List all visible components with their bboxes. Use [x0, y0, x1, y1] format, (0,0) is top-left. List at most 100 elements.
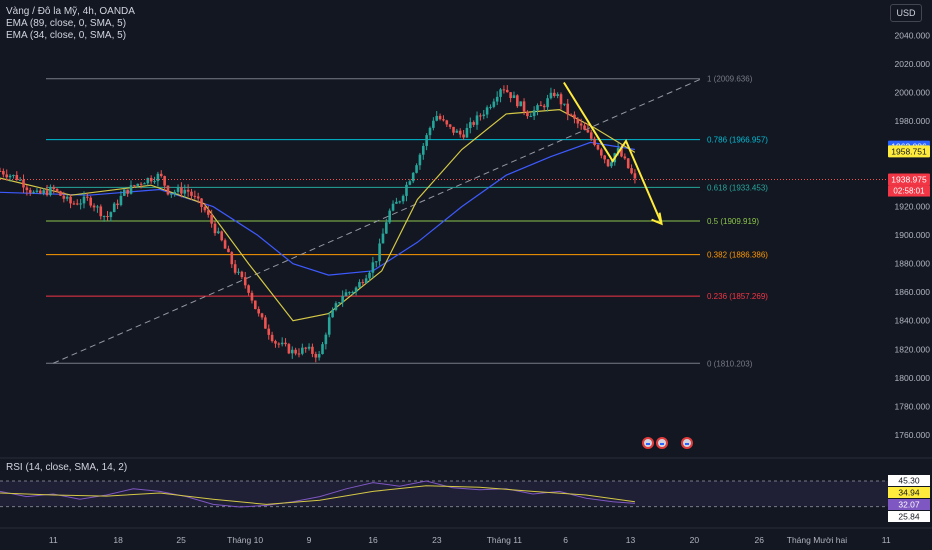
candle-body	[425, 135, 428, 146]
candle-body	[411, 172, 415, 182]
us-flag-event-icon[interactable]	[681, 437, 693, 449]
candle-body	[448, 124, 452, 127]
candle-body	[512, 95, 516, 99]
candle-body	[489, 106, 492, 108]
ema-89-legend[interactable]: EMA (89, close, 0, SMA, 5)	[6, 18, 127, 29]
candle-body	[274, 341, 277, 344]
candle-body	[344, 292, 348, 297]
candle-body	[458, 130, 462, 135]
rsi-legend[interactable]: RSI (14, close, SMA, 14, 2)	[6, 462, 128, 473]
fib-level-label: 0.5 (1909.919)	[707, 217, 759, 226]
y-tick-label: 1780.000	[895, 401, 931, 411]
candle-body	[230, 252, 234, 265]
candle-body	[469, 122, 472, 129]
candle-body	[603, 155, 606, 160]
rsi-value-label	[888, 499, 930, 510]
candle-body	[334, 303, 338, 310]
us-flag-event-icon[interactable]	[656, 437, 668, 449]
y-tick-label: 1820.000	[895, 344, 931, 354]
currency-button[interactable]: USD	[890, 4, 922, 22]
candle-body	[566, 103, 570, 115]
candle-body	[361, 282, 365, 284]
candle-body	[190, 191, 193, 196]
y-tick-label: 1920.000	[895, 202, 931, 212]
candle-body	[294, 349, 297, 354]
candle-body	[583, 125, 586, 130]
candle-body	[49, 187, 52, 196]
candle-body	[264, 317, 267, 329]
candle-body	[250, 292, 254, 301]
candle-body	[307, 346, 311, 349]
countdown-text: 02:58:01	[893, 187, 925, 196]
candle-body	[59, 191, 62, 196]
candle-body	[408, 181, 412, 185]
candle-body	[166, 185, 170, 195]
candle-body	[180, 187, 183, 194]
candle-body	[22, 179, 25, 188]
y-tick-label: 1840.000	[895, 316, 931, 326]
candle-body	[18, 179, 22, 181]
candle-body	[196, 196, 200, 199]
x-tick-label: 13	[626, 535, 636, 545]
candle-body	[442, 119, 445, 121]
x-tick-label: 11	[49, 535, 58, 545]
candle-body	[452, 126, 455, 133]
candle-body	[270, 334, 274, 342]
x-tick-label: 11	[882, 535, 891, 545]
candle-body	[395, 201, 398, 204]
candle-body	[5, 174, 9, 178]
y-tick-label: 1800.000	[895, 373, 931, 383]
symbol-title[interactable]: Vàng / Đô la Mỹ, 4h, OANDA	[6, 6, 135, 17]
candle-body	[381, 233, 385, 244]
candle-body	[620, 148, 623, 157]
y-tick-label: 2000.000	[895, 87, 931, 97]
rsi-value-label	[888, 487, 930, 498]
candle-body	[139, 183, 143, 185]
us-flag-event-icon[interactable]	[642, 437, 654, 449]
candle-body	[378, 243, 381, 262]
ema-34-legend[interactable]: EMA (34, close, 0, SMA, 5)	[6, 30, 127, 41]
candle-body	[243, 277, 247, 286]
candle-body	[116, 203, 119, 206]
candle-body	[223, 240, 227, 249]
candle-body	[96, 206, 99, 208]
candle-body	[92, 205, 96, 208]
candle-body	[314, 353, 318, 358]
candle-body	[42, 190, 45, 194]
candle-body	[173, 191, 176, 194]
candle-body	[240, 271, 244, 278]
y-tick-label: 2040.000	[895, 30, 931, 40]
x-tick-label: 23	[432, 535, 442, 545]
candle-body	[149, 178, 153, 182]
x-tick-label: 25	[176, 535, 186, 545]
candle-body	[600, 149, 603, 156]
candle-body	[623, 156, 627, 159]
candle-body	[143, 183, 146, 185]
candle-body	[15, 174, 19, 180]
rsi-line	[0, 480, 635, 508]
candle-body	[156, 173, 160, 182]
candle-body	[462, 134, 465, 138]
y-tick-label: 1980.000	[895, 116, 931, 126]
candle-body	[99, 206, 103, 217]
candle-body	[186, 189, 190, 192]
candle-body	[536, 105, 539, 111]
candle-body	[12, 174, 15, 176]
x-tick-label: Tháng Mười hai	[787, 535, 848, 545]
candle-body	[630, 168, 633, 174]
candle-body	[106, 216, 109, 218]
candle-body	[206, 210, 210, 215]
candle-body	[297, 353, 301, 355]
rsi-value-text: 45.30	[898, 476, 920, 486]
trend-line[interactable]	[53, 78, 702, 364]
candle-body	[301, 347, 304, 354]
candle-body	[159, 173, 163, 177]
rsi-band	[0, 481, 888, 507]
candle-body	[79, 203, 82, 205]
candle-body	[421, 145, 425, 155]
candle-body	[280, 342, 284, 345]
candle-body	[8, 175, 12, 178]
projection-arrow[interactable]	[563, 81, 663, 225]
